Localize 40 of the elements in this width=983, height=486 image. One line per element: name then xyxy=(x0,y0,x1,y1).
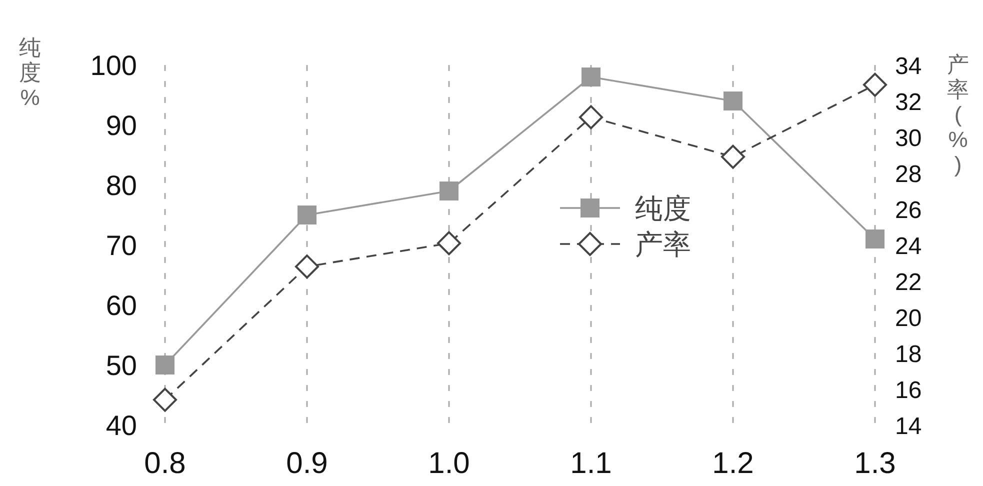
y2-tick-label: 30 xyxy=(895,125,922,152)
point xyxy=(579,105,603,130)
point xyxy=(724,92,742,110)
y-axis-title: 纯度% xyxy=(19,35,41,110)
y-tick-label: 90 xyxy=(106,110,137,141)
point xyxy=(437,231,461,256)
y2-tick-label: 16 xyxy=(895,377,922,404)
x-tick-label: 0.9 xyxy=(286,447,328,480)
point xyxy=(295,254,319,279)
point xyxy=(156,356,174,374)
point xyxy=(582,68,600,86)
y-tick-label: 50 xyxy=(106,350,137,381)
point xyxy=(863,72,887,97)
y2-tick-label: 28 xyxy=(895,161,922,188)
y2-tick-label: 18 xyxy=(895,341,922,368)
point xyxy=(866,230,884,248)
y2-tick-label: 34 xyxy=(895,53,922,80)
point xyxy=(153,388,177,412)
legend-label: 产率 xyxy=(635,230,691,261)
y2-tick-label: 20 xyxy=(895,305,922,332)
y2-axis-title: 产率(%) xyxy=(947,52,969,177)
legend-label: 纯度 xyxy=(635,194,691,225)
y2-tick-label: 22 xyxy=(895,269,922,296)
y2-tick-label: 32 xyxy=(895,89,922,116)
y-tick-label: 40 xyxy=(106,410,137,441)
y2-tick-label: 14 xyxy=(895,413,922,440)
y2-tick-label: 24 xyxy=(895,233,922,260)
y-tick-label: 100 xyxy=(90,50,137,81)
x-tick-label: 1.3 xyxy=(854,447,896,480)
y-tick-label: 80 xyxy=(106,170,137,201)
x-tick-label: 1.1 xyxy=(570,447,612,480)
y-tick-label: 70 xyxy=(106,230,137,261)
y2-tick-label: 26 xyxy=(895,197,922,224)
point xyxy=(298,206,316,224)
y-tick-label: 60 xyxy=(106,290,137,321)
x-tick-label: 1.2 xyxy=(712,447,754,480)
x-tick-label: 0.8 xyxy=(144,447,186,480)
point xyxy=(721,144,745,169)
x-tick-label: 1.0 xyxy=(428,447,470,480)
point xyxy=(440,182,458,200)
